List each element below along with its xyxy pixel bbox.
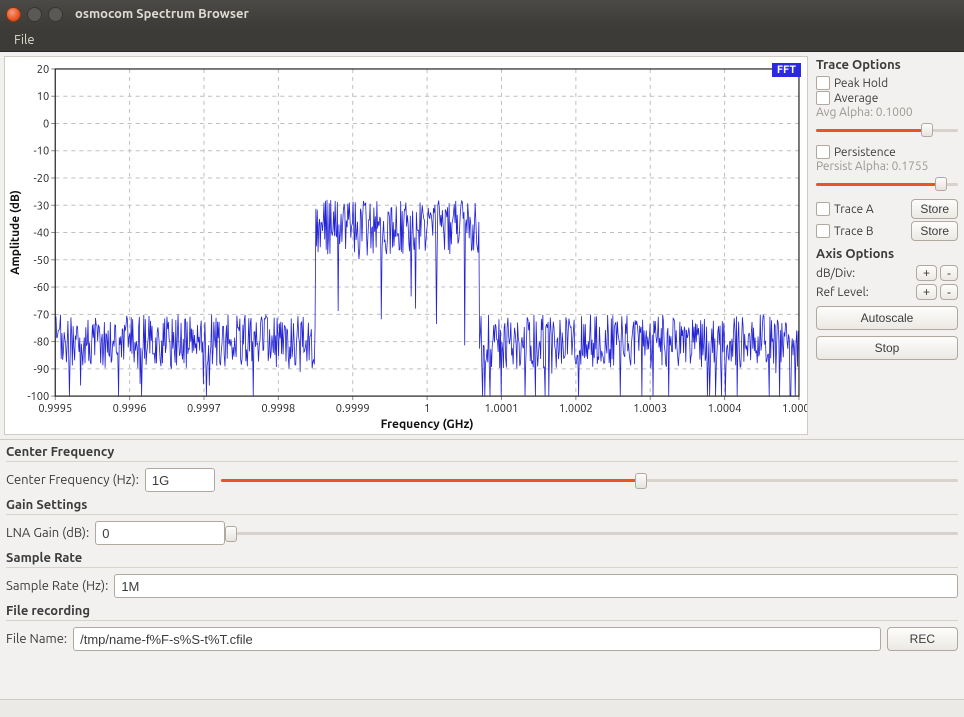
lna-gain-input[interactable]	[95, 521, 225, 545]
svg-text:0.9996: 0.9996	[113, 403, 147, 415]
ref-level-plus-button[interactable]: +	[916, 284, 937, 300]
file-recording-heading: File recording	[6, 604, 958, 621]
svg-text:-60: -60	[34, 282, 50, 294]
svg-text:-90: -90	[34, 364, 50, 376]
trace-b-checkbox[interactable]	[816, 224, 830, 238]
stop-button[interactable]: Stop	[816, 336, 958, 360]
db-div-label: dB/Div:	[816, 267, 855, 280]
trace-a-store-button[interactable]: Store	[911, 199, 958, 219]
window-title: osmocom Spectrum Browser	[75, 7, 249, 21]
svg-text:0.9999: 0.9999	[336, 403, 370, 415]
center-frequency-slider[interactable]	[221, 471, 958, 489]
ref-level-label: Ref Level:	[816, 286, 869, 299]
persist-alpha-label: Persist Alpha: 0.1755	[816, 160, 958, 173]
svg-text:1.0004: 1.0004	[708, 403, 742, 415]
lna-gain-slider[interactable]	[231, 524, 958, 542]
workspace: -100-90-80-70-60-50-40-30-20-10010200.99…	[0, 52, 964, 699]
db-div-minus-button[interactable]: -	[940, 265, 958, 281]
center-frequency-input[interactable]	[145, 468, 215, 492]
close-icon[interactable]	[6, 7, 21, 22]
svg-text:Amplitude (dB): Amplitude (dB)	[8, 190, 22, 275]
menu-file[interactable]: File	[8, 31, 41, 49]
maximize-icon[interactable]	[48, 7, 63, 22]
lna-gain-label: LNA Gain (dB):	[6, 526, 89, 540]
trace-options-heading: Trace Options	[816, 58, 958, 72]
svg-text:0.9997: 0.9997	[187, 403, 221, 415]
center-frequency-heading: Center Frequency	[6, 445, 958, 462]
axis-options-heading: Axis Options	[816, 247, 958, 261]
file-name-label: File Name:	[6, 632, 67, 646]
svg-text:0.9995: 0.9995	[38, 403, 72, 415]
peak-hold-label: Peak Hold	[834, 77, 888, 90]
db-div-plus-button[interactable]: +	[916, 265, 937, 281]
svg-text:-80: -80	[34, 337, 50, 349]
peak-hold-checkbox[interactable]	[816, 76, 830, 90]
avg-alpha-slider[interactable]	[816, 123, 958, 137]
svg-text:-10: -10	[34, 146, 50, 158]
svg-text:1.0002: 1.0002	[559, 403, 593, 415]
svg-text:-30: -30	[34, 200, 50, 212]
autoscale-button[interactable]: Autoscale	[816, 306, 958, 330]
fft-badge: FFT	[772, 63, 801, 77]
svg-text:-20: -20	[34, 173, 50, 185]
svg-text:-40: -40	[34, 228, 50, 240]
avg-alpha-label: Avg Alpha: 0.1000	[816, 106, 958, 119]
sample-rate-heading: Sample Rate	[6, 551, 958, 568]
file-name-input[interactable]	[73, 627, 881, 651]
trace-b-label: Trace B	[834, 225, 907, 238]
svg-text:1.0001: 1.0001	[485, 403, 519, 415]
svg-text:1.0005: 1.0005	[782, 403, 807, 415]
trace-a-checkbox[interactable]	[816, 202, 830, 216]
statusbar	[0, 699, 964, 717]
svg-text:-100: -100	[27, 391, 49, 403]
svg-text:0: 0	[43, 119, 49, 131]
sample-rate-group: Sample Rate Sample Rate (Hz):	[6, 551, 958, 598]
svg-text:-70: -70	[34, 309, 50, 321]
trace-b-store-button[interactable]: Store	[911, 221, 958, 241]
gain-settings-heading: Gain Settings	[6, 498, 958, 515]
svg-text:Frequency (GHz): Frequency (GHz)	[381, 417, 474, 431]
svg-text:-50: -50	[34, 255, 50, 267]
ref-level-minus-button[interactable]: -	[940, 284, 958, 300]
center-frequency-label: Center Frequency (Hz):	[6, 473, 139, 487]
average-label: Average	[834, 92, 878, 105]
center-frequency-group: Center Frequency Center Frequency (Hz):	[6, 445, 958, 492]
persistence-checkbox[interactable]	[816, 145, 830, 159]
gain-settings-group: Gain Settings LNA Gain (dB):	[6, 498, 958, 545]
persist-alpha-slider[interactable]	[816, 177, 958, 191]
rec-button[interactable]: REC	[887, 627, 958, 651]
titlebar: osmocom Spectrum Browser	[0, 0, 964, 28]
file-recording-group: File recording File Name: REC	[6, 604, 958, 651]
side-panel: Trace Options Peak Hold Average Avg Alph…	[812, 52, 964, 439]
svg-text:10: 10	[37, 91, 49, 103]
sample-rate-label: Sample Rate (Hz):	[6, 579, 108, 593]
trace-a-label: Trace A	[834, 203, 907, 216]
menubar: File	[0, 28, 964, 52]
spectrum-plot: -100-90-80-70-60-50-40-30-20-10010200.99…	[4, 56, 808, 435]
average-checkbox[interactable]	[816, 91, 830, 105]
minimize-icon[interactable]	[27, 7, 42, 22]
svg-text:0.9998: 0.9998	[261, 403, 295, 415]
svg-text:1: 1	[424, 403, 430, 415]
spectrum-svg: -100-90-80-70-60-50-40-30-20-10010200.99…	[5, 57, 807, 434]
svg-text:1.0003: 1.0003	[633, 403, 667, 415]
svg-text:20: 20	[37, 64, 49, 76]
persistence-label: Persistence	[834, 146, 896, 159]
sample-rate-input[interactable]	[114, 574, 958, 598]
